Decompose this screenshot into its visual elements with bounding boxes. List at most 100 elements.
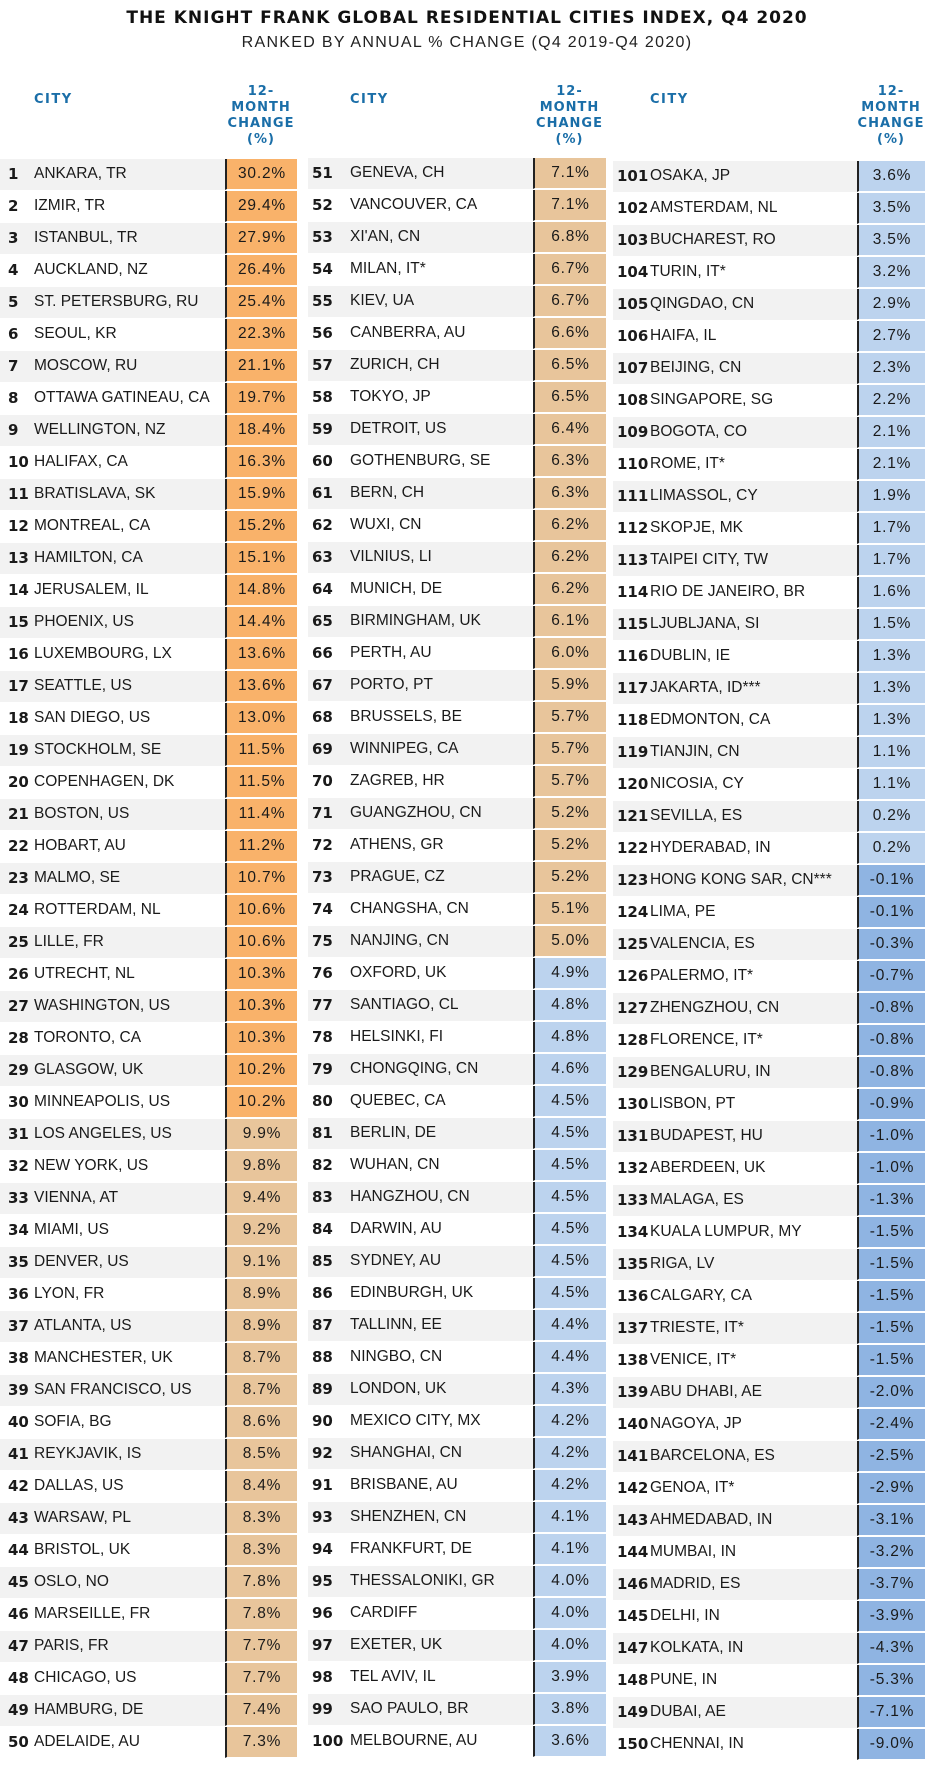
city-name: MONTREAL, CA [34, 517, 151, 534]
change-value: 6.7% [533, 285, 606, 317]
change-value: 11.5% [225, 766, 297, 798]
rank-number: 18 [8, 709, 29, 727]
city-name: HELSINKI, FI [350, 1028, 444, 1045]
city-name: DETROIT, US [350, 420, 447, 437]
rank-number: 44 [8, 1541, 29, 1559]
rank-number: 111 [617, 487, 649, 505]
table-row: 82 WUHAN, CN 4.5% [308, 1149, 606, 1181]
rank-number: 74 [312, 900, 333, 918]
city-name: REYKJAVIK, IS [34, 1445, 142, 1462]
change-value: 4.5% [533, 1245, 606, 1277]
change-value: 7.1% [533, 189, 606, 221]
city-name: BENGALURU, IN [650, 1063, 771, 1080]
rank-number: 96 [312, 1604, 333, 1622]
table-row: 137 TRIESTE, IT* -1.5% [613, 1312, 925, 1344]
rank-number: 125 [617, 935, 649, 953]
rank-number: 42 [8, 1477, 29, 1495]
table-row: 72 ATHENS, GR 5.2% [308, 829, 606, 861]
city-name: BERLIN, DE [350, 1124, 437, 1141]
city-name: PRAGUE, CZ [350, 868, 445, 885]
change-value: 6.0% [533, 637, 606, 669]
change-value: 3.8% [533, 1693, 606, 1725]
table-row: 92 SHANGHAI, CN 4.2% [308, 1437, 606, 1469]
rank-number: 54 [312, 260, 333, 278]
rank-number: 80 [312, 1092, 333, 1110]
rank-number: 108 [617, 391, 649, 409]
city-name: FRANKFURT, DE [350, 1540, 473, 1557]
change-value: -0.1% [857, 896, 925, 928]
change-value: 30.2% [225, 158, 297, 190]
change-value: 6.7% [533, 253, 606, 285]
change-value: 5.2% [533, 861, 606, 893]
table-row: 39 SAN FRANCISCO, US 8.7% [0, 1374, 297, 1406]
column-header-city: CITY [350, 92, 389, 107]
rank-number: 63 [312, 548, 333, 566]
table-row: 41 REYKJAVIK, IS 8.5% [0, 1438, 297, 1470]
city-name: NANJING, CN [350, 932, 450, 949]
change-value: 2.1% [857, 416, 925, 448]
table-row: 106 HAIFA, IL 2.7% [613, 320, 925, 352]
rank-number: 56 [312, 324, 333, 342]
table-row: 130 LISBON, PT -0.9% [613, 1088, 925, 1120]
table-row: 35 DENVER, US 9.1% [0, 1246, 297, 1278]
city-name: RIGA, LV [650, 1255, 715, 1272]
rank-number: 8 [8, 389, 19, 407]
table-row: 68 BRUSSELS, BE 5.7% [308, 701, 606, 733]
change-value: 1.9% [857, 480, 925, 512]
change-value: -3.1% [857, 1504, 925, 1536]
change-value: -0.7% [857, 960, 925, 992]
change-value: -1.5% [857, 1344, 925, 1376]
table-row: 62 WUXI, CN 6.2% [308, 509, 606, 541]
rank-number: 120 [617, 775, 649, 793]
city-name: DARWIN, AU [350, 1220, 442, 1237]
city-name: MEXICO CITY, MX [350, 1412, 481, 1429]
table-row: 13 HAMILTON, CA 15.1% [0, 542, 297, 574]
change-value: 7.4% [225, 1694, 297, 1726]
city-name: LIMASSOL, CY [650, 487, 758, 504]
city-name: DALLAS, US [34, 1477, 124, 1494]
city-name: SEVILLA, ES [650, 807, 743, 824]
change-value: 1.1% [857, 768, 925, 800]
rank-number: 6 [8, 325, 19, 343]
city-name: TORONTO, CA [34, 1029, 142, 1046]
change-value: 8.4% [225, 1470, 297, 1502]
table-row: 123 HONG KONG SAR, CN*** -0.1% [613, 864, 925, 896]
rank-number: 65 [312, 612, 333, 630]
city-name: BERN, CH [350, 484, 425, 501]
city-name: BRUSSELS, BE [350, 708, 462, 725]
table-row: 65 BIRMINGHAM, UK 6.1% [308, 605, 606, 637]
city-name: MANCHESTER, UK [34, 1349, 173, 1366]
change-value: -0.1% [857, 864, 925, 896]
city-name: SYDNEY, AU [350, 1252, 442, 1269]
rank-number: 145 [617, 1607, 649, 1625]
city-name: LOS ANGELES, US [34, 1125, 172, 1142]
city-name: LIMA, PE [650, 903, 716, 920]
rank-number: 101 [617, 167, 649, 185]
city-name: ZAGREB, HR [350, 772, 445, 789]
city-name: SAO PAULO, BR [350, 1700, 469, 1717]
change-value: -1.3% [857, 1184, 925, 1216]
city-name: STOCKHOLM, SE [34, 741, 162, 758]
rank-number: 76 [312, 964, 333, 982]
city-name: COPENHAGEN, DK [34, 773, 175, 790]
table-row: 103 BUCHAREST, RO 3.5% [613, 224, 925, 256]
rank-number: 121 [617, 807, 649, 825]
page-subtitle: RANKED BY ANNUAL % CHANGE (Q4 2019-Q4 20… [241, 34, 693, 51]
rank-number: 55 [312, 292, 333, 310]
table-row: 50 ADELAIDE, AU 7.3% [0, 1726, 297, 1758]
city-name: MELBOURNE, AU [350, 1732, 478, 1749]
table-row: 45 OSLO, NO 7.8% [0, 1566, 297, 1598]
change-value: -2.0% [857, 1376, 925, 1408]
rank-number: 33 [8, 1189, 29, 1207]
rank-number: 98 [312, 1668, 333, 1686]
table-row: 142 GENOA, IT* -2.9% [613, 1472, 925, 1504]
change-value: 10.7% [225, 862, 297, 894]
rank-number: 9 [8, 421, 19, 439]
change-value: 4.0% [533, 1565, 606, 1597]
city-name: CARDIFF [350, 1604, 418, 1621]
rank-number: 124 [617, 903, 649, 921]
city-name: ATLANTA, US [34, 1317, 132, 1334]
city-name: TOKYO, JP [350, 388, 431, 405]
table-row: 31 LOS ANGELES, US 9.9% [0, 1118, 297, 1150]
change-value: 6.6% [533, 317, 606, 349]
